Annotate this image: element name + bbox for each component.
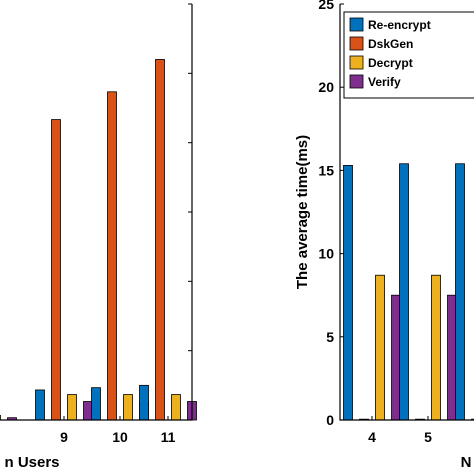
left-x-tick-label: 11 — [161, 429, 176, 445]
right-y-tick-label: 0 — [326, 412, 334, 428]
bar-right-re-encrypt-cat2 — [455, 163, 465, 421]
left-x-tick-label: 10 — [112, 429, 128, 445]
left-bar-chart: 9 10 11 n Users — [0, 3, 197, 471]
legend-swatch-verify — [349, 74, 364, 89]
legend-label-dskgen: DskGen — [368, 37, 413, 51]
legend-label-decrypt: Decrypt — [368, 56, 413, 70]
left-y-ticks — [188, 3, 192, 421]
bar-left-re-encrypt-11 — [139, 384, 149, 421]
right-bars-group — [343, 163, 474, 421]
left-x-axis-title: n Users — [4, 454, 59, 471]
right-y-tick-label: 10 — [318, 246, 334, 262]
right-x-axis-title: N — [461, 454, 472, 471]
bar-left-decrypt-9 — [67, 394, 77, 421]
bar-left-decrypt-11 — [171, 394, 181, 421]
right-x-tick-label: 4 — [368, 429, 376, 445]
bar-left-re-encrypt-9 — [35, 389, 45, 421]
right-y-tick-label: 25 — [318, 0, 334, 12]
right-x-tick-label: 5 — [424, 429, 432, 445]
bar-left-dskgen-9 — [51, 119, 61, 421]
right-y-ticks: 0 5 10 15 20 25 — [318, 0, 344, 428]
bar-right-re-encrypt-4 — [343, 165, 353, 421]
right-y-tick-label: 5 — [326, 329, 334, 345]
bar-right-decrypt-4 — [375, 274, 385, 421]
right-y-tick-label: 15 — [318, 162, 334, 178]
legend-swatch-decrypt — [349, 55, 364, 70]
bar-left-decrypt-cat0 — [0, 414, 1, 421]
legend-items: Re-encrypt DskGen Decrypt Verify — [349, 17, 431, 89]
bar-left-decrypt-10 — [123, 394, 133, 421]
legend-swatch-dskgen — [349, 36, 364, 51]
bar-left-re-encrypt-10 — [91, 387, 101, 421]
right-y-tick-label: 20 — [318, 79, 334, 95]
legend-box — [343, 11, 474, 99]
right-y-axis-title: The average time(ms) — [294, 135, 311, 289]
bar-left-dskgen-10 — [107, 91, 117, 421]
bar-right-decrypt-5 — [431, 274, 441, 421]
legend-swatch-re-encrypt — [349, 17, 364, 32]
bar-right-re-encrypt-5 — [399, 163, 409, 421]
left-x-tick-label: 9 — [60, 429, 68, 445]
legend-label-re-encrypt: Re-encrypt — [368, 18, 431, 32]
left-x-ticks: 9 10 11 — [60, 416, 176, 445]
legend: Re-encrypt DskGen Decrypt Verify — [343, 11, 474, 99]
bar-left-dskgen-11 — [155, 59, 165, 421]
legend-label-verify: Verify — [368, 75, 401, 89]
